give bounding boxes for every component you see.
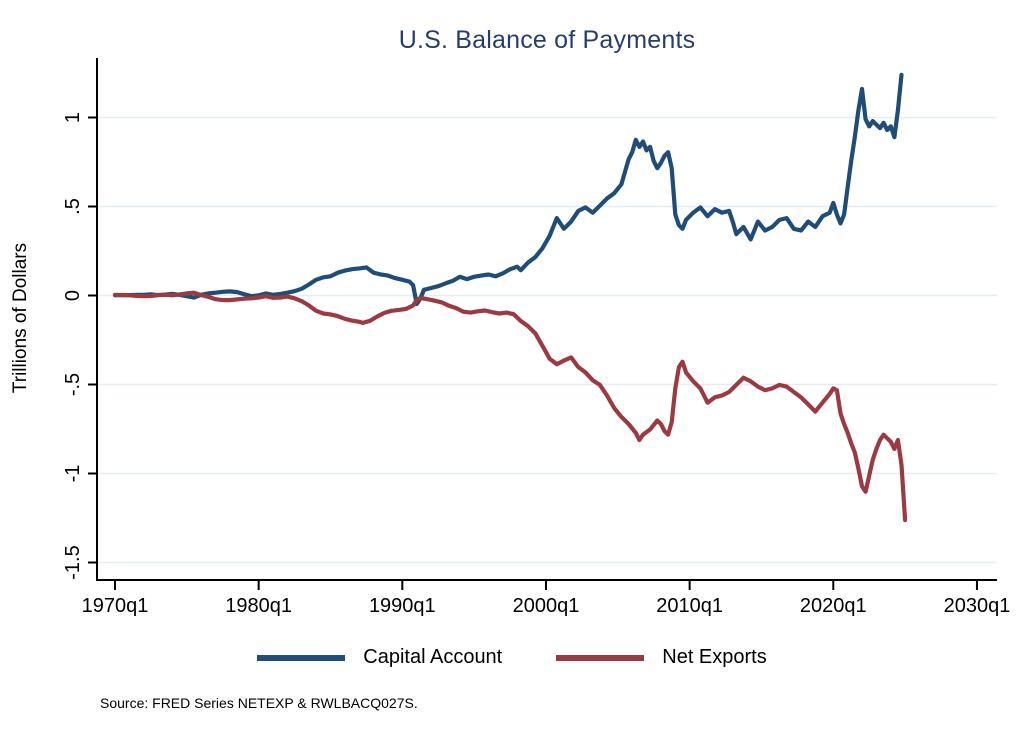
y-tick-label: -1 <box>62 465 84 483</box>
x-tick-label: 2030q1 <box>944 595 1011 617</box>
y-tick-label: -.5 <box>62 373 84 396</box>
x-tick-label: 1990q1 <box>369 595 436 617</box>
legend: Capital Account Net Exports <box>0 646 1024 669</box>
capital-account-legend-label: Capital Account <box>363 646 503 668</box>
source-note: Source: FRED Series NETEXP & RWLBACQ027S… <box>100 695 418 711</box>
x-tick-label: 2010q1 <box>656 595 723 617</box>
legend-entry-net-exports: Net Exports <box>556 646 767 669</box>
y-tick-label: .5 <box>62 198 84 215</box>
y-tick-label: -1.5 <box>62 545 84 579</box>
capital-account-line <box>112 72 904 307</box>
x-tick-label: 1980q1 <box>225 595 292 617</box>
net-exports-legend-label: Net Exports <box>662 646 767 668</box>
y-tick-label: 0 <box>62 290 84 301</box>
net-exports-line-swatch <box>556 654 645 661</box>
chart-title: U.S. Balance of Payments <box>398 26 696 54</box>
x-tick-label: 2020q1 <box>800 595 867 617</box>
x-tick-label: 1970q1 <box>82 595 149 617</box>
capital-account-line-swatch <box>257 654 346 661</box>
legend-entry-capital-account: Capital Account <box>257 646 502 669</box>
x-tick-label: 2000q1 <box>513 595 580 617</box>
y-tick-label: 1 <box>62 112 84 123</box>
net-exports-line <box>112 290 908 523</box>
